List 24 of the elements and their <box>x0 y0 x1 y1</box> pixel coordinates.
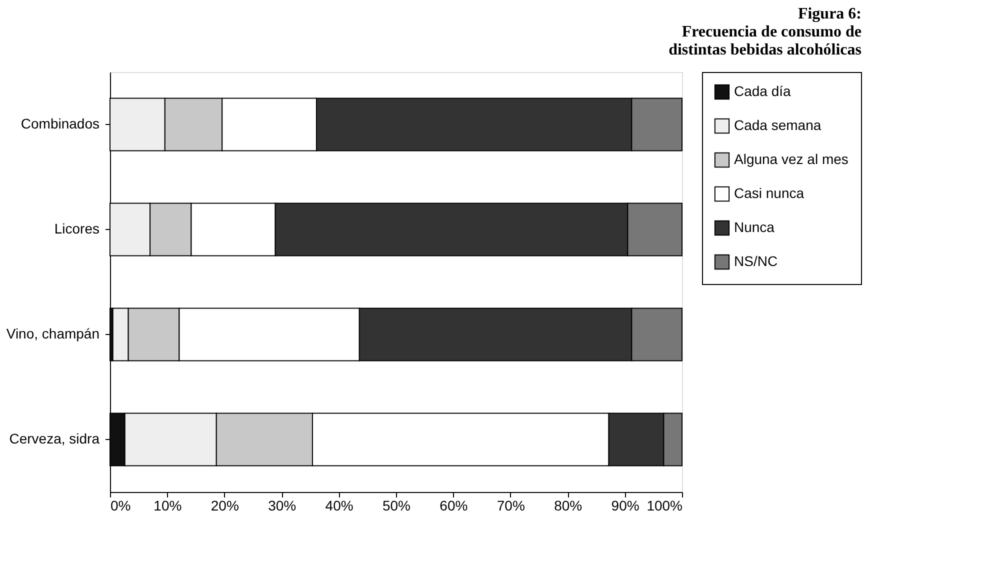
x-tick-label: 20% <box>210 498 239 514</box>
text: distintas bebidas alcohólicas <box>668 42 862 58</box>
x-tick-label: 90% <box>611 498 640 514</box>
legend-label: Nunca <box>734 219 775 235</box>
legend-label: NS/NC <box>734 253 778 269</box>
y-tick-label: Combinados <box>20 116 100 132</box>
x-tick-label: 0% <box>110 498 131 514</box>
y-tick-label: Vino, champán <box>6 326 100 342</box>
x-tick-label: 100% <box>646 498 682 514</box>
x-tick-label: 10% <box>154 498 182 514</box>
legend-label: Alguna vez al mes <box>734 151 848 167</box>
x-tick-label: 50% <box>382 498 411 514</box>
y-tick-label: Licores <box>54 220 100 236</box>
x-tick-label: 60% <box>440 498 468 514</box>
text: Figura 6: <box>798 6 862 22</box>
x-tick-label: 30% <box>268 498 296 514</box>
x-tick-label: 40% <box>325 498 354 514</box>
legend-label: Casi nunca <box>734 185 804 201</box>
text: Frecuencia de consumo de <box>682 24 862 40</box>
x-tick-label: 80% <box>554 498 582 514</box>
legend-label: Cada día <box>734 83 792 99</box>
legend-label: Cada semana <box>734 117 822 133</box>
x-tick-label: 70% <box>496 498 525 514</box>
y-tick-label: Cerveza, sidra <box>9 430 100 446</box>
